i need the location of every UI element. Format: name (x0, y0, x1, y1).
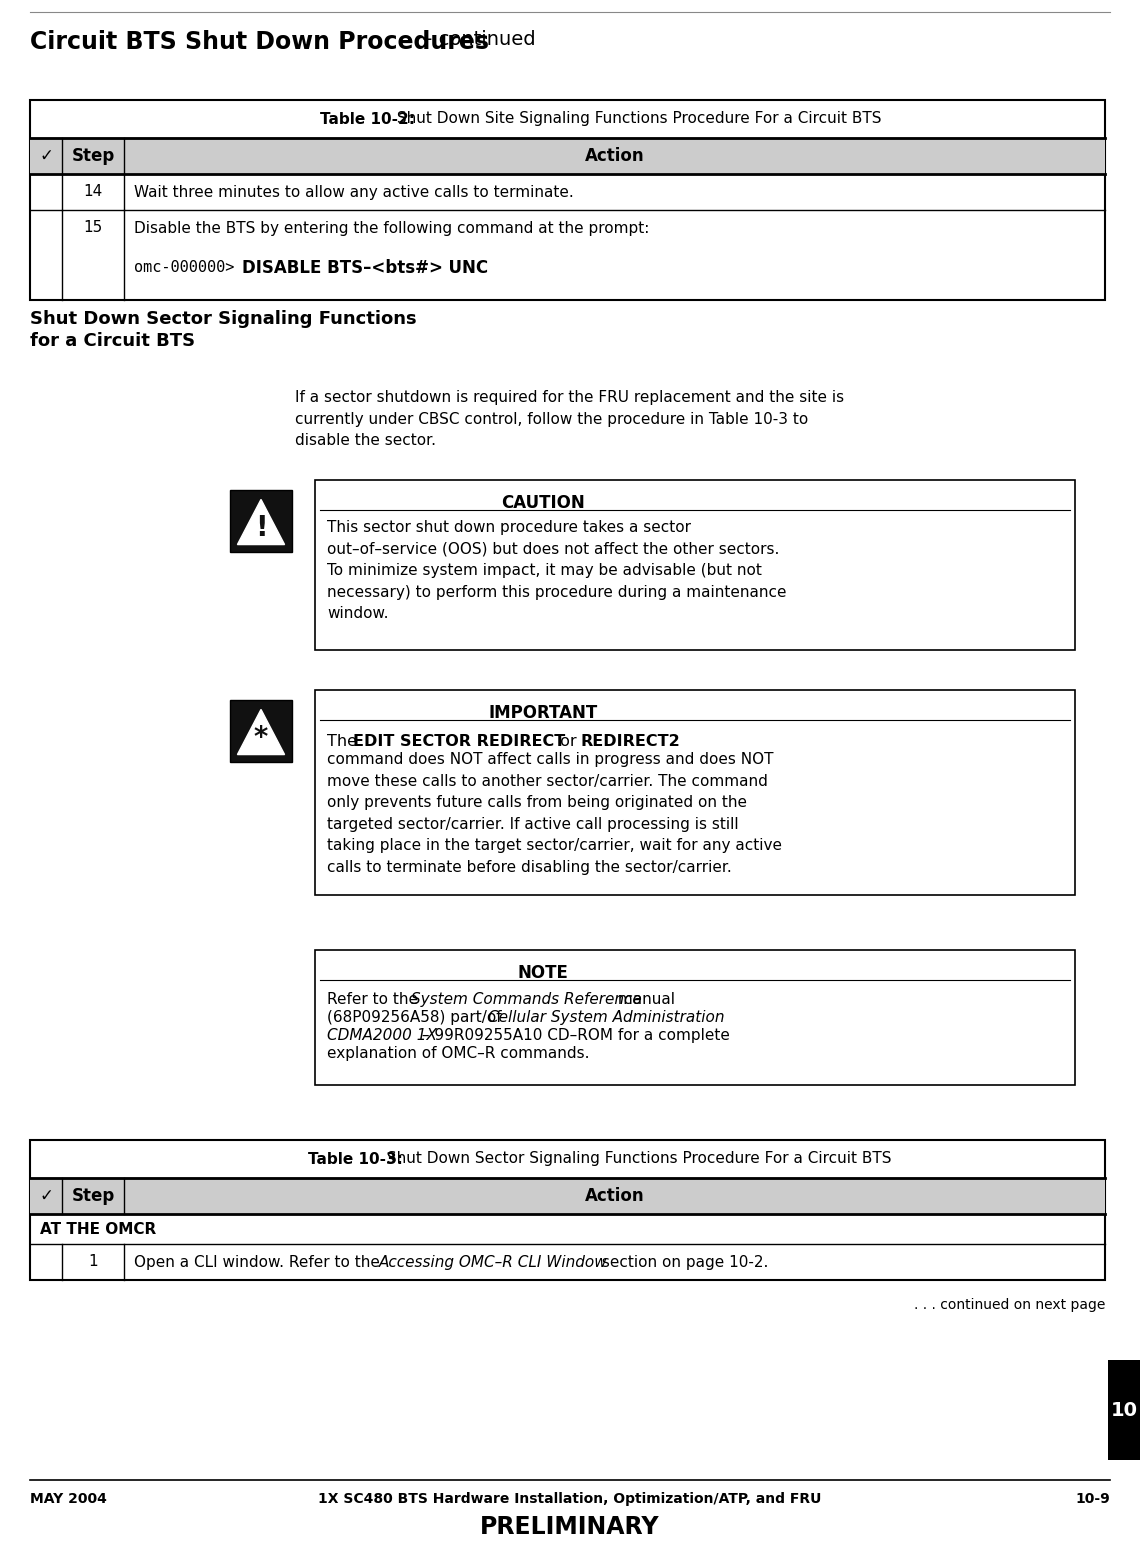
Text: CDMA2000 1X: CDMA2000 1X (327, 1028, 437, 1043)
Text: Cellular System Administration: Cellular System Administration (488, 1011, 725, 1025)
Text: UNC: UNC (437, 259, 488, 278)
FancyBboxPatch shape (30, 1140, 1105, 1281)
Text: – 99R09255A10 CD–ROM for a complete: – 99R09255A10 CD–ROM for a complete (417, 1028, 730, 1043)
Text: for a Circuit BTS: for a Circuit BTS (30, 332, 195, 350)
Text: If a sector shutdown is required for the FRU replacement and the site is
current: If a sector shutdown is required for the… (295, 390, 844, 447)
Text: REDIRECT2: REDIRECT2 (581, 734, 681, 748)
Text: AT THE OMCR: AT THE OMCR (40, 1222, 156, 1236)
Polygon shape (237, 710, 285, 755)
Text: Action: Action (585, 1187, 644, 1205)
Text: manual: manual (613, 992, 675, 1008)
Text: Table 10-2:: Table 10-2: (319, 111, 415, 127)
Text: Accessing OMC–R CLI Window: Accessing OMC–R CLI Window (378, 1254, 608, 1270)
Text: *: * (254, 725, 268, 753)
Text: MAY 2004: MAY 2004 (30, 1492, 107, 1506)
Text: EDIT SECTOR REDIRECT: EDIT SECTOR REDIRECT (353, 734, 565, 748)
FancyBboxPatch shape (315, 480, 1075, 650)
Text: !: ! (254, 514, 267, 543)
Text: Circuit BTS Shut Down Procedures: Circuit BTS Shut Down Procedures (30, 29, 489, 54)
FancyBboxPatch shape (230, 491, 292, 552)
FancyBboxPatch shape (315, 950, 1075, 1085)
Text: Step: Step (72, 147, 115, 165)
Text: ✓: ✓ (39, 147, 52, 165)
Text: IMPORTANT: IMPORTANT (488, 704, 597, 722)
Text: omc-000000>: omc-000000> (135, 261, 235, 276)
Text: Action: Action (585, 147, 644, 165)
Text: 10: 10 (1110, 1401, 1138, 1420)
Text: System Commands Reference: System Commands Reference (412, 992, 642, 1008)
Polygon shape (237, 500, 285, 545)
FancyBboxPatch shape (30, 1177, 1105, 1214)
Text: . . . continued on next page: . . . continued on next page (913, 1298, 1105, 1312)
Text: ✓: ✓ (39, 1187, 52, 1205)
Text: Step: Step (72, 1187, 115, 1205)
FancyBboxPatch shape (30, 100, 1105, 299)
Text: 14: 14 (83, 185, 103, 199)
FancyBboxPatch shape (30, 137, 1105, 174)
Text: 1: 1 (88, 1254, 98, 1270)
FancyBboxPatch shape (315, 690, 1075, 895)
Text: Disable the BTS by entering the following command at the prompt:: Disable the BTS by entering the followin… (135, 221, 650, 236)
Text: – continued: – continued (410, 29, 536, 49)
Text: DISABLE BTS–<bts#>: DISABLE BTS–<bts#> (242, 259, 443, 278)
Text: command does NOT affect calls in progress and does NOT
move these calls to anoth: command does NOT affect calls in progres… (327, 751, 782, 875)
Text: Wait three minutes to allow any active calls to terminate.: Wait three minutes to allow any active c… (135, 185, 573, 199)
FancyBboxPatch shape (230, 701, 292, 762)
FancyBboxPatch shape (1108, 1359, 1140, 1460)
Text: explanation of OMC–R commands.: explanation of OMC–R commands. (327, 1046, 589, 1062)
Text: 1X SC480 BTS Hardware Installation, Optimization/ATP, and FRU: 1X SC480 BTS Hardware Installation, Opti… (318, 1492, 822, 1506)
Text: 15: 15 (83, 221, 103, 236)
Text: Shut Down Site Signaling Functions Procedure For a Circuit BTS: Shut Down Site Signaling Functions Proce… (392, 111, 882, 127)
Text: The: The (327, 734, 363, 748)
Text: This sector shut down procedure takes a sector
out–of–service (OOS) but does not: This sector shut down procedure takes a … (327, 520, 787, 622)
Text: Shut Down Sector Signaling Functions Procedure For a Circuit BTS: Shut Down Sector Signaling Functions Pro… (383, 1151, 891, 1167)
Text: (68P09256A58) part/of: (68P09256A58) part/of (327, 1011, 506, 1025)
Text: CAUTION: CAUTION (502, 494, 585, 512)
Text: 10-9: 10-9 (1075, 1492, 1110, 1506)
Text: NOTE: NOTE (518, 964, 569, 981)
Text: Table 10-3:: Table 10-3: (308, 1151, 402, 1167)
Text: Refer to the: Refer to the (327, 992, 423, 1008)
Text: or: or (555, 734, 581, 748)
Text: Open a CLI window. Refer to the: Open a CLI window. Refer to the (135, 1254, 385, 1270)
Text: section on page 10-2.: section on page 10-2. (597, 1254, 768, 1270)
Text: Shut Down Sector Signaling Functions: Shut Down Sector Signaling Functions (30, 310, 416, 329)
Text: PRELIMINARY: PRELIMINARY (480, 1515, 660, 1538)
